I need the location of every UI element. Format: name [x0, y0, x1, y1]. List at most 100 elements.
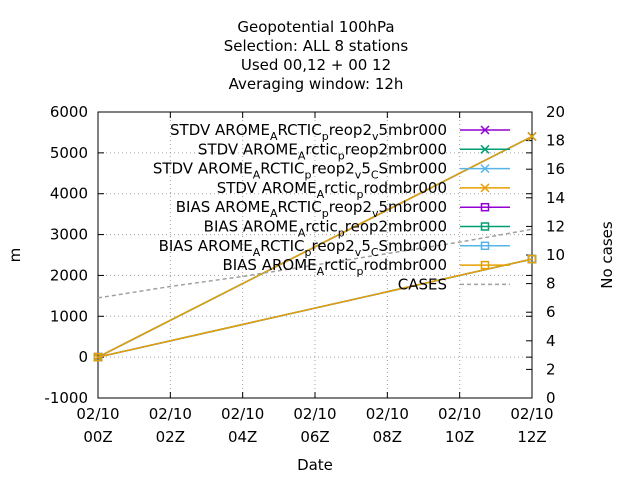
legend-label-part: 5mbr000: [379, 198, 447, 216]
legend-entry-label: BIAS AROMEARCTICpreop2v5mbr000: [176, 198, 447, 220]
legend-entry-label: STDV AROMEARCTICpreop2v5CSmbr000: [153, 160, 447, 182]
y-axis-ticks: -1000 0 1000 2000 3000 4000 5000 6000: [44, 103, 532, 407]
legend-label-part: p: [338, 149, 345, 162]
legend-label-part: rodmbr000: [364, 256, 447, 274]
legend-label-part: A: [253, 169, 261, 182]
legend-marker: [480, 144, 490, 154]
legend-label-part: p: [305, 246, 312, 259]
legend-label-part: reop2: [311, 237, 354, 255]
legend-label-part: rctic: [324, 256, 356, 274]
x-axis-label: Date: [297, 456, 333, 474]
legend-label-part: BIAS AROME: [159, 237, 253, 255]
legend-label-part: A: [317, 265, 325, 278]
legend-entry-label: STDV AROMEARCTICpreop2v5mbr000: [170, 121, 447, 143]
legend-label-part: CASES: [398, 275, 447, 293]
legend-entry-label: BIAS AROMEArcticprodmbr000: [222, 256, 447, 278]
legend-entry-label: STDV AROMEArcticpreop2mbr000: [198, 140, 447, 162]
y2-tick-label: 14: [546, 189, 565, 207]
legend-label-part: A: [270, 207, 278, 220]
title-line: Used 00,12 + 00 12: [241, 56, 391, 74]
series-line: [97, 135, 533, 358]
legend-label-part: reop2mbr000: [345, 218, 447, 236]
legend-label-part: BIAS AROME: [176, 198, 270, 216]
y2-tick-label: 2: [546, 360, 556, 378]
legend-entry: CASES: [398, 275, 510, 293]
legend-label-part: A: [253, 246, 261, 259]
legend-label-part: STDV AROME: [198, 140, 298, 158]
y-axis-label: m: [6, 248, 24, 263]
data-point: [527, 254, 537, 264]
legend-label-part: reop2: [329, 121, 372, 139]
y-tick-label: 4000: [50, 185, 88, 203]
legend-label-part: reop2: [329, 198, 372, 216]
legend-label-part: p: [305, 169, 312, 182]
legend-label-part: 5: [361, 237, 371, 255]
marker-stroke: [480, 164, 490, 174]
legend-label-part: rctic: [305, 140, 337, 158]
legend-entry-label: BIAS AROMEARCTICpreop2v5CSmbr000: [159, 237, 447, 259]
legend-label-part: STDV AROME: [217, 179, 317, 197]
legend-label-part: v: [355, 246, 362, 259]
legend-label-part: p: [338, 227, 345, 240]
x-tick-label: 02Z: [156, 428, 185, 446]
x-tick-label: 12Z: [517, 428, 546, 446]
legend-label-part: A: [298, 149, 306, 162]
y2-tick-label: 18: [546, 132, 565, 150]
legend-label-part: p: [357, 265, 364, 278]
x-tick-label: 02/10: [149, 405, 192, 423]
y-tick-label: 0: [78, 348, 88, 366]
legend-label-part: rctic: [324, 179, 356, 197]
legend-label-part: A: [270, 130, 278, 143]
legend-label-part: BIAS AROME: [222, 256, 316, 274]
y2-tick-label: 4: [546, 332, 556, 350]
y2-tick-label: 0: [546, 389, 556, 407]
legend-marker: [480, 125, 490, 135]
x-tick-label: 10Z: [445, 428, 474, 446]
y2-tick-label: 6: [546, 303, 556, 321]
legend-entry: STDV AROMEARCTICpreop2v5CSmbr000: [153, 160, 510, 182]
x-tick-label: 02/10: [510, 405, 553, 423]
legend-label-part: A: [298, 227, 306, 240]
x-tick-label: 08Z: [373, 428, 402, 446]
legend-label-part: p: [322, 207, 329, 220]
y2-tick-label: 16: [546, 160, 565, 178]
y2-axis-label: No cases: [598, 221, 616, 289]
y2-axis-ticks: 0 2 4 6 8 10 12 14 16 18 20: [526, 103, 565, 407]
y-tick-label: 6000: [50, 103, 88, 121]
legend-entry: BIAS AROMEARCTICpreop2v5CSmbr000: [159, 237, 510, 259]
legend-label-part: v: [372, 207, 379, 220]
marker-stroke: [527, 131, 537, 142]
legend-entry-label: CASES: [398, 275, 447, 293]
x-tick-label: 00Z: [83, 428, 112, 446]
legend-label-part: RCTIC: [277, 121, 321, 139]
x-tick-label: 02/10: [221, 405, 264, 423]
grid: [98, 112, 532, 398]
legend-entry: STDV AROMEArcticpreop2mbr000: [198, 140, 510, 162]
y2-tick-label: 20: [546, 103, 565, 121]
data-point: [93, 352, 103, 362]
series-lines: [93, 131, 537, 362]
y-tick-label: 2000: [50, 266, 88, 284]
title-line: Geopotential 100hPa: [237, 18, 394, 36]
title-line: Selection: ALL 8 stations: [224, 37, 409, 55]
legend-label-part: v: [355, 169, 362, 182]
y-tick-label: 1000: [50, 307, 88, 325]
x-tick-label: 02/10: [366, 405, 409, 423]
y2-tick-label: 12: [546, 217, 565, 235]
x-tick-label: 06Z: [300, 428, 329, 446]
legend-entry: BIAS AROMEArcticprodmbr000: [222, 256, 510, 278]
x-tick-label: 04Z: [228, 428, 257, 446]
legend-label-part: rodmbr000: [364, 179, 447, 197]
x-tick-label: 02/10: [293, 405, 336, 423]
legend-entry-label: STDV AROMEArcticprodmbr000: [217, 179, 447, 201]
legend-label-part: reop2: [311, 160, 354, 178]
legend-label-part: A: [317, 188, 325, 201]
legend-marker: [480, 222, 490, 231]
legend-marker: [480, 260, 490, 270]
x-axis-ticks: 02/10 00Z 02/10 02Z 02/10 04Z 02/10 06Z 02/10 08Z…: [76, 112, 554, 446]
legend-entry: STDV AROMEARCTICpreop2v5mbr000: [170, 121, 510, 143]
x-tick-label: 02/10: [76, 405, 119, 423]
legend-label-part: 5mbr000: [379, 121, 447, 139]
